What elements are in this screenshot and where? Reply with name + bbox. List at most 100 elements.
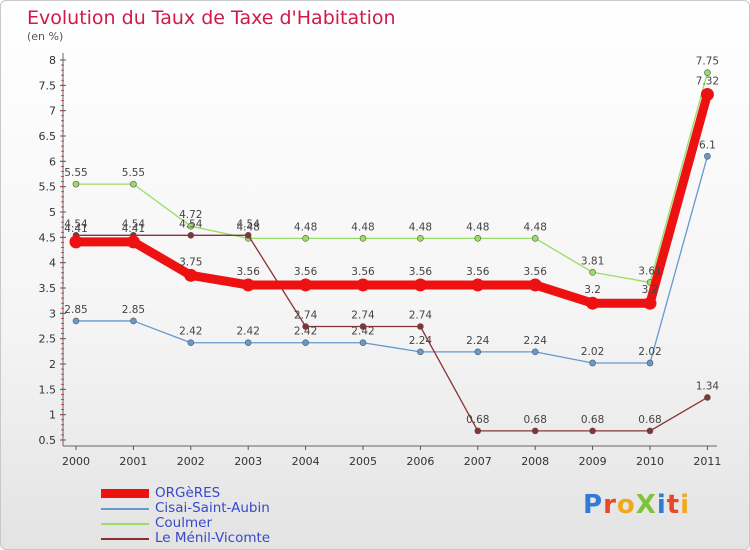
x-tick-label: 2003	[234, 455, 262, 468]
y-tick-label: 0.5	[39, 434, 57, 447]
logo-letter: o	[616, 490, 636, 520]
data-label-cisai-saint-aubin: 2.85	[64, 304, 87, 316]
data-label-coulmer: 3.81	[581, 255, 604, 267]
data-point-orge-res	[241, 278, 255, 292]
y-tick-label: 3	[49, 307, 56, 320]
y-tick-label: 6	[49, 155, 56, 168]
y-tick-label: 5.5	[39, 181, 57, 194]
x-tick-label: 2002	[177, 455, 205, 468]
data-label-orge-res: 3.56	[524, 266, 548, 278]
data-point-coulmer	[531, 235, 539, 242]
legend-item: Cisai-Saint-Aubin	[101, 501, 270, 516]
data-point-coulmer	[474, 235, 482, 242]
proxiti-logo: ProXiti	[583, 490, 690, 520]
data-label-cisai-saint-aubin: 2.24	[466, 335, 490, 347]
data-point-cisai-saint-aubin	[302, 339, 309, 347]
x-tick-label: 2010	[636, 455, 664, 468]
data-point-cisai-saint-aubin	[72, 317, 80, 325]
series-line-orge-res	[71, 89, 712, 308]
data-point-le-me-nil-vicomte	[244, 232, 252, 239]
y-tick-label: 7	[49, 105, 56, 118]
data-label-le-me-nil-vicomte: 0.68	[581, 414, 604, 426]
data-label-orge-res: 3.56	[466, 266, 490, 278]
x-tick-label: 2011	[693, 455, 721, 468]
data-point-cisai-saint-aubin	[646, 359, 654, 367]
data-point-cisai-saint-aubin	[704, 152, 711, 160]
chart-subtitle: (en %)	[27, 30, 64, 43]
data-label-orge-res: 3.75	[179, 256, 202, 268]
x-tick-label: 2004	[292, 455, 320, 468]
data-label-coulmer: 5.55	[122, 167, 145, 179]
data-label-orge-res: 4.41	[122, 223, 145, 235]
data-point-cisai-saint-aubin	[474, 348, 482, 356]
legend-label: Cisai-Saint-Aubin	[155, 500, 270, 516]
data-label-coulmer: 4.48	[351, 221, 374, 233]
data-label-orge-res: 3.56	[409, 266, 433, 278]
legend-swatch	[101, 507, 149, 510]
data-point-cisai-saint-aubin	[187, 339, 195, 347]
data-label-le-me-nil-vicomte: 4.54	[179, 218, 203, 230]
data-label-orge-res: 3.2	[584, 284, 601, 296]
legend-label: ORGèRES	[155, 485, 221, 501]
data-point-coulmer	[589, 268, 596, 276]
x-tick-label: 2005	[349, 455, 377, 468]
data-point-orge-res	[69, 235, 83, 249]
data-label-cisai-saint-aubin: 6.1	[699, 139, 716, 151]
data-label-cisai-saint-aubin: 2.42	[237, 326, 260, 338]
data-label-cisai-saint-aubin: 2.24	[409, 335, 433, 347]
data-label-le-me-nil-vicomte: 4.54	[122, 218, 146, 230]
data-label-le-me-nil-vicomte: 4.54	[64, 218, 88, 230]
x-tick-label: 2008	[521, 455, 549, 468]
y-tick-label: 1	[49, 409, 56, 422]
legend-item: Coulmer	[101, 516, 270, 531]
data-label-orge-res: 3.56	[294, 266, 318, 278]
logo-letter: t	[666, 490, 681, 520]
data-point-coulmer	[187, 222, 195, 230]
data-label-coulmer: 4.48	[237, 221, 260, 233]
y-tick-label: 6.5	[39, 130, 57, 143]
data-point-le-me-nil-vicomte	[359, 323, 367, 330]
data-label-orge-res: 7.32	[696, 75, 719, 87]
data-point-cisai-saint-aubin	[359, 339, 367, 347]
y-tick-label: 7.5	[39, 79, 57, 92]
data-point-coulmer	[417, 235, 424, 242]
data-point-cisai-saint-aubin	[244, 339, 252, 347]
logo-letter: i	[680, 490, 691, 520]
data-point-coulmer	[704, 69, 711, 76]
data-label-cisai-saint-aubin: 2.42	[179, 326, 202, 338]
chart-title: Evolution du Taux de Taxe d'Habitation	[27, 7, 396, 29]
y-tick-label: 5	[49, 206, 56, 219]
data-label-cisai-saint-aubin: 2.42	[351, 326, 374, 338]
data-label-le-me-nil-vicomte: 0.68	[466, 414, 489, 426]
data-label-le-me-nil-vicomte: 0.68	[638, 414, 661, 426]
data-label-orge-res: 3.2	[642, 284, 659, 296]
data-point-orge-res	[413, 278, 427, 292]
logo-letter: X	[635, 490, 657, 520]
legend-item: ORGèRES	[101, 486, 270, 501]
data-label-le-me-nil-vicomte: 4.54	[237, 218, 261, 230]
data-label-cisai-saint-aubin: 2.42	[294, 326, 317, 338]
data-point-orge-res	[356, 278, 370, 292]
logo-letter: P	[583, 490, 604, 520]
data-label-coulmer: 5.55	[64, 167, 87, 179]
data-label-coulmer: 3.61	[638, 265, 661, 277]
data-label-cisai-saint-aubin: 2.24	[524, 335, 548, 347]
data-point-orge-res	[184, 268, 198, 282]
data-point-coulmer	[72, 180, 80, 188]
data-label-le-me-nil-vicomte: 1.34	[696, 380, 720, 392]
x-tick-label: 2007	[464, 455, 492, 468]
y-tick-label: 2	[49, 358, 56, 371]
data-label-le-me-nil-vicomte: 0.68	[524, 414, 547, 426]
legend-label: Le Ménil-Vicomte	[155, 530, 271, 546]
data-point-le-me-nil-vicomte	[417, 323, 424, 330]
legend-label: Coulmer	[155, 515, 212, 531]
legend-swatch	[101, 522, 149, 525]
data-label-coulmer: 4.48	[294, 221, 317, 233]
legend-swatch	[101, 537, 149, 540]
x-tick-label: 2001	[119, 455, 147, 468]
data-label-cisai-saint-aubin: 2.02	[581, 346, 604, 358]
data-label-coulmer: 4.48	[524, 221, 547, 233]
data-point-cisai-saint-aubin	[417, 348, 424, 356]
data-point-orge-res	[643, 296, 657, 310]
